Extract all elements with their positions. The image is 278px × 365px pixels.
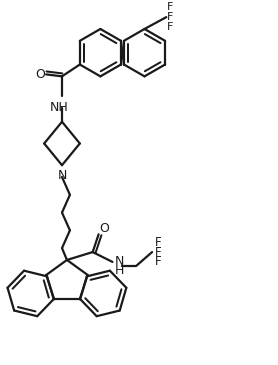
Text: F: F	[167, 2, 174, 12]
Text: F: F	[155, 246, 162, 258]
Text: NH: NH	[50, 101, 68, 114]
Text: CF₃: CF₃	[162, 2, 180, 12]
Text: F: F	[155, 255, 162, 268]
Text: O: O	[35, 68, 45, 81]
Text: F: F	[155, 236, 162, 249]
Text: O: O	[100, 222, 110, 235]
Text: F: F	[167, 12, 174, 22]
Text: F: F	[167, 22, 174, 32]
Text: N: N	[115, 255, 124, 268]
Text: H: H	[115, 264, 124, 277]
Text: N: N	[57, 169, 67, 182]
